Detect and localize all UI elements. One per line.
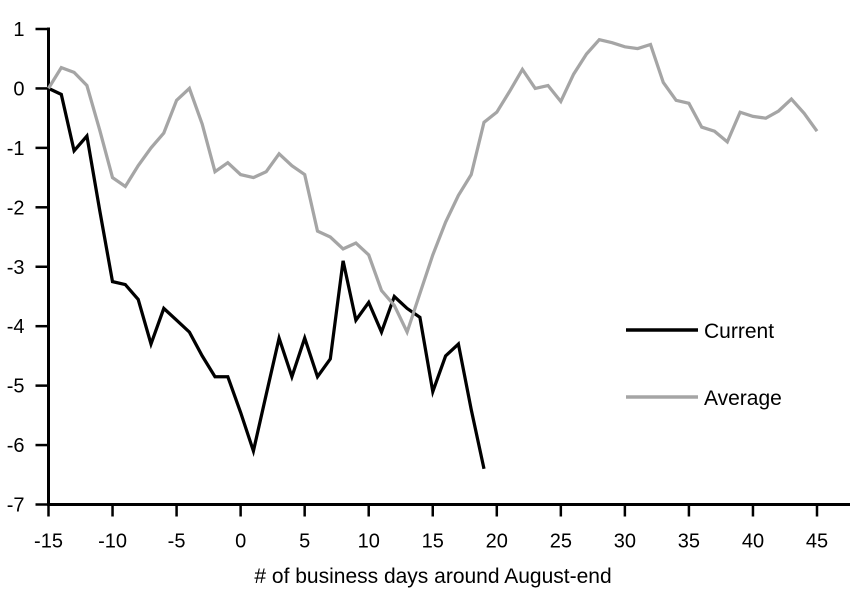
y-tick-label: 1 (13, 19, 24, 41)
x-tick-label: 35 (678, 531, 700, 553)
y-tick-label: -7 (7, 495, 25, 517)
x-tick-label: 40 (742, 531, 764, 553)
x-tick-label: 15 (422, 531, 444, 553)
y-tick-label: 0 (13, 78, 24, 100)
y-tick-label: -3 (7, 257, 25, 279)
series-lines (47, 37, 819, 470)
x-tick-label: 20 (486, 531, 508, 553)
x-tick-label: 10 (358, 531, 380, 553)
legend: Current Average (626, 320, 782, 410)
x-axis-title: # of business days around August-end (254, 565, 611, 588)
y-tick-label: -2 (7, 197, 25, 219)
series-line-average (47, 37, 819, 337)
x-tick-label: 5 (299, 531, 310, 553)
x-tick-label: 0 (235, 531, 246, 553)
legend-label-average: Average (704, 387, 782, 410)
x-tick-label: 45 (806, 531, 828, 553)
y-tick-label: -4 (7, 316, 25, 338)
axes: 10-1-2-3-4-5-6-7-15 -10 -5 0 5 10 15 20 25 30 35 40… (7, 19, 850, 553)
y-tick-label: -6 (7, 435, 25, 457)
legend-label-current: Current (704, 320, 774, 343)
x-tick-label: -10 (98, 531, 127, 553)
x-tick-label: -5 (168, 531, 186, 553)
x-tick-label: 25 (550, 531, 572, 553)
y-tick-label: -5 (7, 376, 25, 398)
series-line-current (47, 86, 486, 470)
x-tick-label: 30 (614, 531, 636, 553)
y-tick-label: -1 (7, 138, 25, 160)
x-tick-label: -15 (34, 531, 63, 553)
